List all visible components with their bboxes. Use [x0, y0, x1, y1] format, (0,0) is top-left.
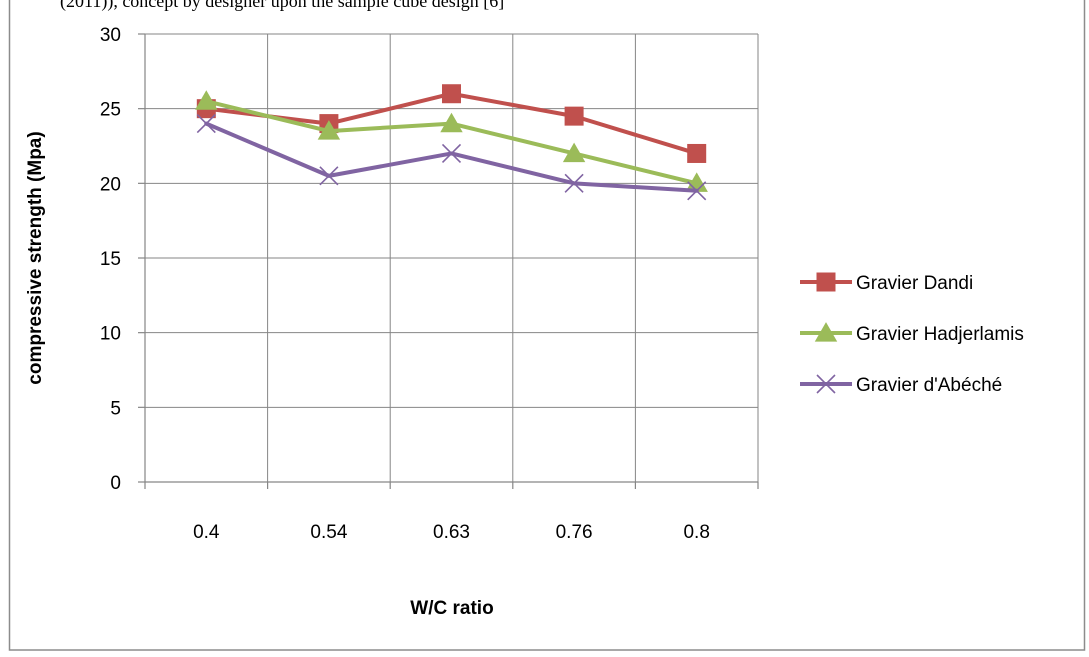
y-tick-label: 20 [100, 174, 121, 195]
x-tick-label: 0.76 [556, 522, 593, 543]
x-axis-title: W/C ratio [410, 598, 493, 619]
y-tick-label: 15 [100, 249, 121, 270]
data-point [442, 84, 461, 104]
data-point [687, 143, 707, 163]
legend-marker [814, 322, 838, 342]
legend-item: Gravier Dandi [800, 272, 973, 294]
legend-label: Gravier Dandi [856, 273, 973, 294]
y-tick-label: 5 [110, 398, 121, 419]
series-gravier-d-ab-ch [196, 114, 707, 201]
y-tick-label: 30 [100, 25, 121, 46]
caption-fragment: (2011)), concept by designer upon the sa… [60, 0, 504, 12]
legend-item: Gravier Hadjerlamis [800, 322, 1024, 345]
data-point [564, 106, 584, 126]
data-point [440, 112, 463, 133]
data-point [564, 173, 584, 193]
legend-label: Gravier Hadjerlamis [856, 324, 1024, 345]
series-layer [195, 84, 708, 201]
y-tick-label: 10 [100, 324, 121, 345]
y-axis-title: compressive strength (Mpa) [25, 131, 46, 384]
y-tick-label: 0 [110, 473, 121, 494]
x-tick-label: 0.8 [683, 522, 709, 543]
x-tick-label: 0.63 [433, 522, 470, 543]
legend-marker [816, 272, 836, 292]
series-gravier-hadjerlamis [195, 90, 708, 192]
data-point [441, 143, 462, 164]
legend-item: Gravier d'Abéché [800, 374, 1002, 396]
legend: Gravier Dandi Gravier Hadjerlamis Gravier … [800, 272, 1024, 396]
data-point [687, 181, 707, 201]
data-point [196, 114, 216, 134]
x-tick-label: 0.54 [310, 522, 347, 543]
data-point [195, 90, 218, 110]
legend-label: Gravier d'Abéché [856, 375, 1002, 396]
legend-marker [816, 374, 836, 394]
data-point [317, 120, 341, 140]
data-point [562, 142, 586, 163]
axes: 0 5 10 15 20 25 30 0.4 0.54 0.63 0.76 0.8 [100, 25, 759, 543]
data-point [319, 166, 339, 186]
x-tick-label: 0.4 [193, 522, 220, 543]
y-tick-label: 25 [100, 100, 121, 121]
